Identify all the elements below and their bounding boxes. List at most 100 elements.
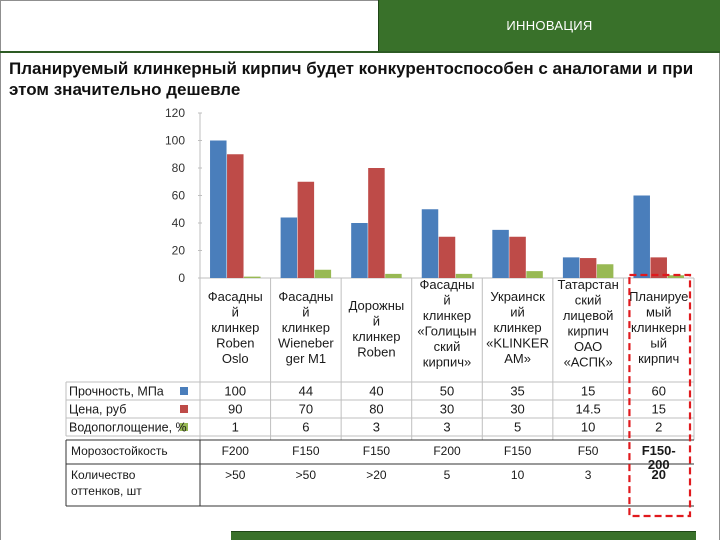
y-tick-label: 120 bbox=[165, 106, 185, 120]
slide-title: Планируемый клинкерный кирпич будет конк… bbox=[9, 59, 694, 99]
legend-label: Цена, руб bbox=[69, 403, 126, 417]
category-label: Wieneber bbox=[278, 336, 334, 351]
bar bbox=[562, 257, 580, 278]
category-label: ий bbox=[510, 305, 525, 320]
legend-label: Водопоглощение, % bbox=[69, 421, 187, 435]
table-cell: 6 bbox=[302, 420, 309, 435]
table-cell: 10 bbox=[581, 420, 595, 435]
bar bbox=[297, 181, 315, 278]
legend-label: Прочность, МПа bbox=[69, 385, 164, 399]
table-cell: 44 bbox=[299, 384, 313, 399]
extra-row-cell: 200 bbox=[648, 457, 670, 472]
category-label: клинкер bbox=[493, 320, 541, 335]
category-label: клинкер bbox=[211, 320, 259, 335]
category-label: ОАО bbox=[574, 339, 602, 354]
extra-row-cell: 10 bbox=[511, 468, 525, 482]
legend-key bbox=[180, 405, 188, 413]
category-label: й bbox=[373, 314, 380, 329]
table-cell: 14.5 bbox=[575, 402, 600, 417]
category-label: Фасадны bbox=[208, 289, 263, 304]
table-cell: 70 bbox=[299, 402, 313, 417]
bar bbox=[210, 140, 227, 278]
category-label: Украинск bbox=[490, 289, 545, 304]
category-label: лицевой bbox=[563, 308, 614, 323]
bar bbox=[667, 275, 684, 278]
category-label: Дорожны bbox=[349, 298, 405, 313]
table-cell: 30 bbox=[440, 402, 454, 417]
category-label: клинкерн bbox=[631, 320, 686, 335]
banner-label: ИННОВАЦИЯ bbox=[506, 18, 593, 33]
extra-row-label: оттенков, шт bbox=[71, 484, 142, 498]
bar bbox=[351, 223, 368, 278]
bar bbox=[526, 271, 543, 278]
table-cell: 3 bbox=[373, 420, 380, 435]
category-label: AM» bbox=[504, 351, 531, 366]
table-cell: 1 bbox=[232, 420, 239, 435]
table-cell: 90 bbox=[228, 402, 242, 417]
category-label: клинкер bbox=[423, 308, 471, 323]
legend-key bbox=[180, 387, 188, 395]
category-label: й bbox=[302, 305, 309, 320]
table-cell: 100 bbox=[224, 384, 246, 399]
table-cell: 3 bbox=[443, 420, 450, 435]
category-label: Татарстан bbox=[557, 277, 618, 292]
footer-bar bbox=[231, 531, 696, 540]
header-rule bbox=[0, 51, 720, 53]
category-label: ский bbox=[434, 339, 461, 354]
category-label: «Голицын bbox=[417, 324, 476, 339]
frame-top-line bbox=[0, 0, 378, 1]
bar bbox=[596, 264, 614, 278]
category-label: кирпич» bbox=[423, 355, 471, 370]
table-cell: 50 bbox=[440, 384, 454, 399]
category-label: мый bbox=[646, 305, 672, 320]
y-tick-label: 80 bbox=[172, 161, 186, 175]
extra-row-cell: F150 bbox=[504, 444, 532, 458]
extra-row-cell: F150- bbox=[642, 443, 676, 458]
bar bbox=[421, 209, 439, 278]
bar bbox=[244, 276, 261, 278]
y-tick-label: 20 bbox=[172, 244, 186, 258]
category-label: Планируе bbox=[629, 289, 688, 304]
table-cell: 2 bbox=[655, 420, 662, 435]
frame-left-line bbox=[0, 0, 1, 540]
category-label: Roben bbox=[216, 336, 254, 351]
category-label: ский bbox=[575, 293, 602, 308]
extra-row-cell: F150 bbox=[363, 444, 391, 458]
legend-key bbox=[180, 423, 188, 431]
bar bbox=[650, 257, 667, 278]
y-tick-label: 100 bbox=[165, 134, 185, 148]
bar bbox=[509, 236, 526, 278]
extra-row-cell: >50 bbox=[225, 468, 246, 482]
extra-row-label: Морозостойкость bbox=[71, 444, 168, 458]
extra-row-cell: 5 bbox=[444, 468, 451, 482]
bar bbox=[455, 273, 473, 278]
extra-row-cell: F150 bbox=[292, 444, 320, 458]
y-tick-label: 40 bbox=[172, 216, 186, 230]
category-label: «АСПК» bbox=[564, 355, 613, 370]
bar bbox=[227, 154, 244, 278]
bar bbox=[633, 195, 650, 278]
extra-row-cell: 20 bbox=[651, 467, 665, 482]
category-label: й bbox=[443, 293, 450, 308]
extra-row-cell: F200 bbox=[222, 444, 250, 458]
extra-row-cell: 3 bbox=[585, 468, 592, 482]
bar bbox=[438, 236, 456, 278]
category-label: ый bbox=[650, 336, 667, 351]
extra-row-cell: F50 bbox=[578, 444, 599, 458]
bar bbox=[368, 168, 385, 278]
category-label: клинкер bbox=[282, 320, 330, 335]
y-tick-label: 0 bbox=[178, 271, 185, 285]
extra-row-label: Количество bbox=[71, 468, 136, 482]
category-label: клинкер bbox=[352, 329, 400, 344]
category-label: кирпич bbox=[568, 324, 609, 339]
category-label: Oslo bbox=[222, 351, 249, 366]
category-label: й bbox=[232, 305, 239, 320]
table-cell: 15 bbox=[651, 402, 665, 417]
y-tick-label: 60 bbox=[172, 189, 186, 203]
category-label: Фасадны bbox=[278, 289, 333, 304]
table-cell: 15 bbox=[581, 384, 595, 399]
table-cell: 80 bbox=[369, 402, 383, 417]
category-label: Roben bbox=[357, 345, 395, 360]
bar bbox=[385, 273, 402, 278]
bar bbox=[579, 258, 597, 278]
